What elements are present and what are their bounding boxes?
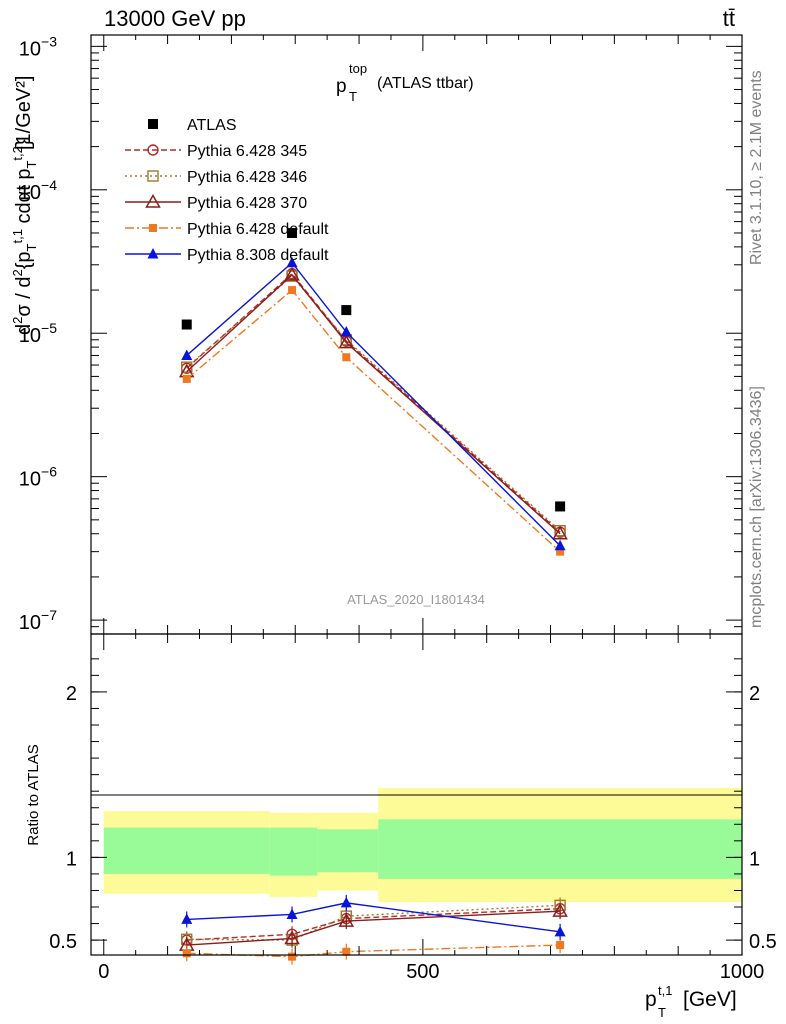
point-pythia-6-428-default-0 — [182, 374, 191, 383]
ratio-green-band-3 — [378, 819, 742, 879]
ratio-marks — [178, 894, 568, 965]
main-y-axis-label: d2σ / d2{pTt,1 cdαt pTt,2} [1/GeV²] — [10, 76, 39, 335]
main-y-tick-label-2: 10−5 — [19, 320, 57, 347]
point-pythia-6-428-default-1 — [288, 286, 297, 295]
ratio-line-pythia-8-308-default — [186, 902, 561, 933]
point-pythia-6-428-default-2 — [342, 353, 351, 362]
ratio-green-band-0 — [103, 827, 270, 874]
chart-title: p top T (ATLAS ttbar) — [336, 61, 474, 104]
ratio-point-pythia-8-308-default-3 — [554, 925, 566, 937]
legend-label-pythia-6-428-346: Pythia 6.428 346 — [187, 169, 307, 186]
series-line-pythia-6-428-370 — [186, 273, 561, 535]
main-y-unit: [1/GeV²] — [13, 76, 35, 150]
point-pythia-8-308-default-3 — [554, 539, 566, 551]
legend: ATLAS Pythia 6.428 345 Pythia 6.428 346 Pyt… — [125, 117, 329, 264]
atlas-data-point-2 — [341, 305, 352, 316]
main-y-tick-label-0: 10−7 — [19, 607, 57, 634]
legend-label-pythia-6-428-345: Pythia 6.428 345 — [187, 143, 307, 160]
legend-label-pythia-6-428-default: Pythia 6.428 default — [187, 221, 329, 238]
point-pythia-8-308-default-1 — [286, 256, 298, 268]
legend-marker-pythia-8-308-default — [147, 248, 159, 259]
ratio-green-band-2 — [317, 829, 379, 873]
series-line-pythia-6-428-346 — [186, 275, 561, 532]
ratio-y-tick-label-left-2: 2 — [66, 683, 77, 705]
x-axis-label: p t,1 T [GeV] — [645, 983, 737, 1020]
series-line-pythia-6-428-default — [186, 289, 561, 553]
process-label: tt̄ — [723, 6, 735, 31]
main-y-label-text: d2σ / d2{pTt,1 cdαt pTt,2} — [10, 139, 39, 335]
ratio-point-pythia-6-428-default-3 — [556, 941, 565, 950]
x-tick-label-0: 0 — [98, 961, 109, 983]
ratio-point-pythia-8-308-default-0 — [181, 913, 193, 924]
ratio-line-pythia-6-428-346 — [186, 904, 561, 941]
ratio-point-pythia-6-428-370-2 — [338, 913, 355, 927]
rivet-label: Rivet 3.1.10, ≥ 2.1M events — [748, 70, 765, 265]
ratio-point-pythia-6-428-370-1 — [284, 930, 300, 945]
x-label-main: p — [645, 988, 657, 1011]
legend-label-pythia-8-308-default: Pythia 8.308 default — [187, 247, 329, 264]
main-marks — [178, 227, 568, 556]
analysis-watermark: ATLAS_2020_I1801434 — [347, 592, 485, 607]
main-y-tick-label-1: 10−6 — [19, 464, 57, 491]
main-y-ticks: 10−7 10−6 10−5 10−4 10−3 — [19, 33, 743, 635]
ratio-panel: 0.5 0.5 1 1 2 2 0 500 1000 Ratio to ATLAS p t,1 … — [25, 633, 777, 1020]
x-label-unit: [GeV] — [683, 988, 737, 1011]
legend-label-atlas: ATLAS — [187, 117, 237, 134]
series-line-pythia-8-308-default — [186, 261, 561, 547]
point-pythia-6-428-346-3 — [554, 525, 566, 537]
ratio-y-label: Ratio to ATLAS — [25, 744, 42, 845]
main-panel: 10−7 10−6 10−5 10−4 10−3 p top T (ATLAS ttba… — [10, 33, 743, 635]
ratio-y-tick-label-left-1: 1 — [66, 848, 77, 870]
ratio-y-tick-label-right-2: 2 — [749, 683, 760, 705]
title-sub: T — [349, 89, 357, 104]
ratio-frame — [90, 633, 743, 956]
legend-marker-pythia-6-428-346 — [147, 170, 159, 182]
point-pythia-6-428-370-2 — [338, 334, 355, 349]
title-sup: top — [349, 61, 367, 76]
ratio-ticks: 0.5 0.5 1 1 2 2 0 500 1000 — [49, 634, 777, 983]
x-label-sup: t,1 — [658, 983, 672, 998]
series-line-pythia-6-428-345 — [186, 272, 561, 533]
ratio-line-pythia-6-428-370 — [186, 910, 561, 946]
main-y-tick-label-4: 10−3 — [19, 33, 57, 60]
point-pythia-6-428-370-1 — [284, 266, 300, 281]
ratio-y-tick-label-right-0: 0.5 — [749, 931, 777, 953]
point-pythia-6-428-370-3 — [552, 525, 568, 540]
legend-label-pythia-6-428-370: Pythia 6.428 370 — [187, 195, 307, 212]
x-label-sub: T — [658, 1005, 666, 1020]
mcplots-label: mcplots.cern.ch [arXiv:1306.3436] — [748, 386, 765, 628]
title-suffix: (ATLAS ttbar) — [377, 75, 474, 92]
ratio-green-band-1 — [269, 827, 318, 876]
ratio-point-pythia-8-308-default-2 — [340, 896, 352, 908]
main-y-tick-label-3: 10−4 — [19, 177, 57, 204]
ratio-point-pythia-6-428-default-1 — [288, 952, 297, 961]
x-tick-label-1: 500 — [406, 961, 439, 983]
legend-marker-pythia-6-428-345 — [147, 144, 159, 156]
point-pythia-6-428-default-3 — [556, 547, 565, 556]
atlas-data-point-3 — [555, 501, 566, 512]
ratio-point-pythia-6-428-default-2 — [342, 947, 351, 956]
atlas-data-point-1 — [287, 227, 298, 238]
legend-marker-atlas — [148, 119, 158, 129]
point-pythia-8-308-default-0 — [181, 349, 193, 360]
point-pythia-8-308-default-2 — [340, 325, 352, 337]
ratio-bands — [103, 787, 742, 903]
title-main: p — [336, 76, 347, 97]
x-tick-label-2: 1000 — [720, 961, 765, 983]
ratio-point-pythia-6-428-370-3 — [552, 903, 568, 917]
legend-marker-pythia-6-428-370 — [145, 193, 161, 208]
ratio-y-tick-label-right-1: 1 — [749, 848, 760, 870]
legend-marker-pythia-6-428-default — [149, 224, 157, 232]
ratio-point-pythia-8-308-default-1 — [286, 908, 298, 919]
ratio-y-tick-label-left-0: 0.5 — [49, 931, 77, 953]
energy-label: 13000 GeV pp — [104, 6, 246, 31]
ratio-point-pythia-6-428-default-0 — [182, 949, 191, 958]
atlas-data-point-0 — [181, 319, 192, 330]
